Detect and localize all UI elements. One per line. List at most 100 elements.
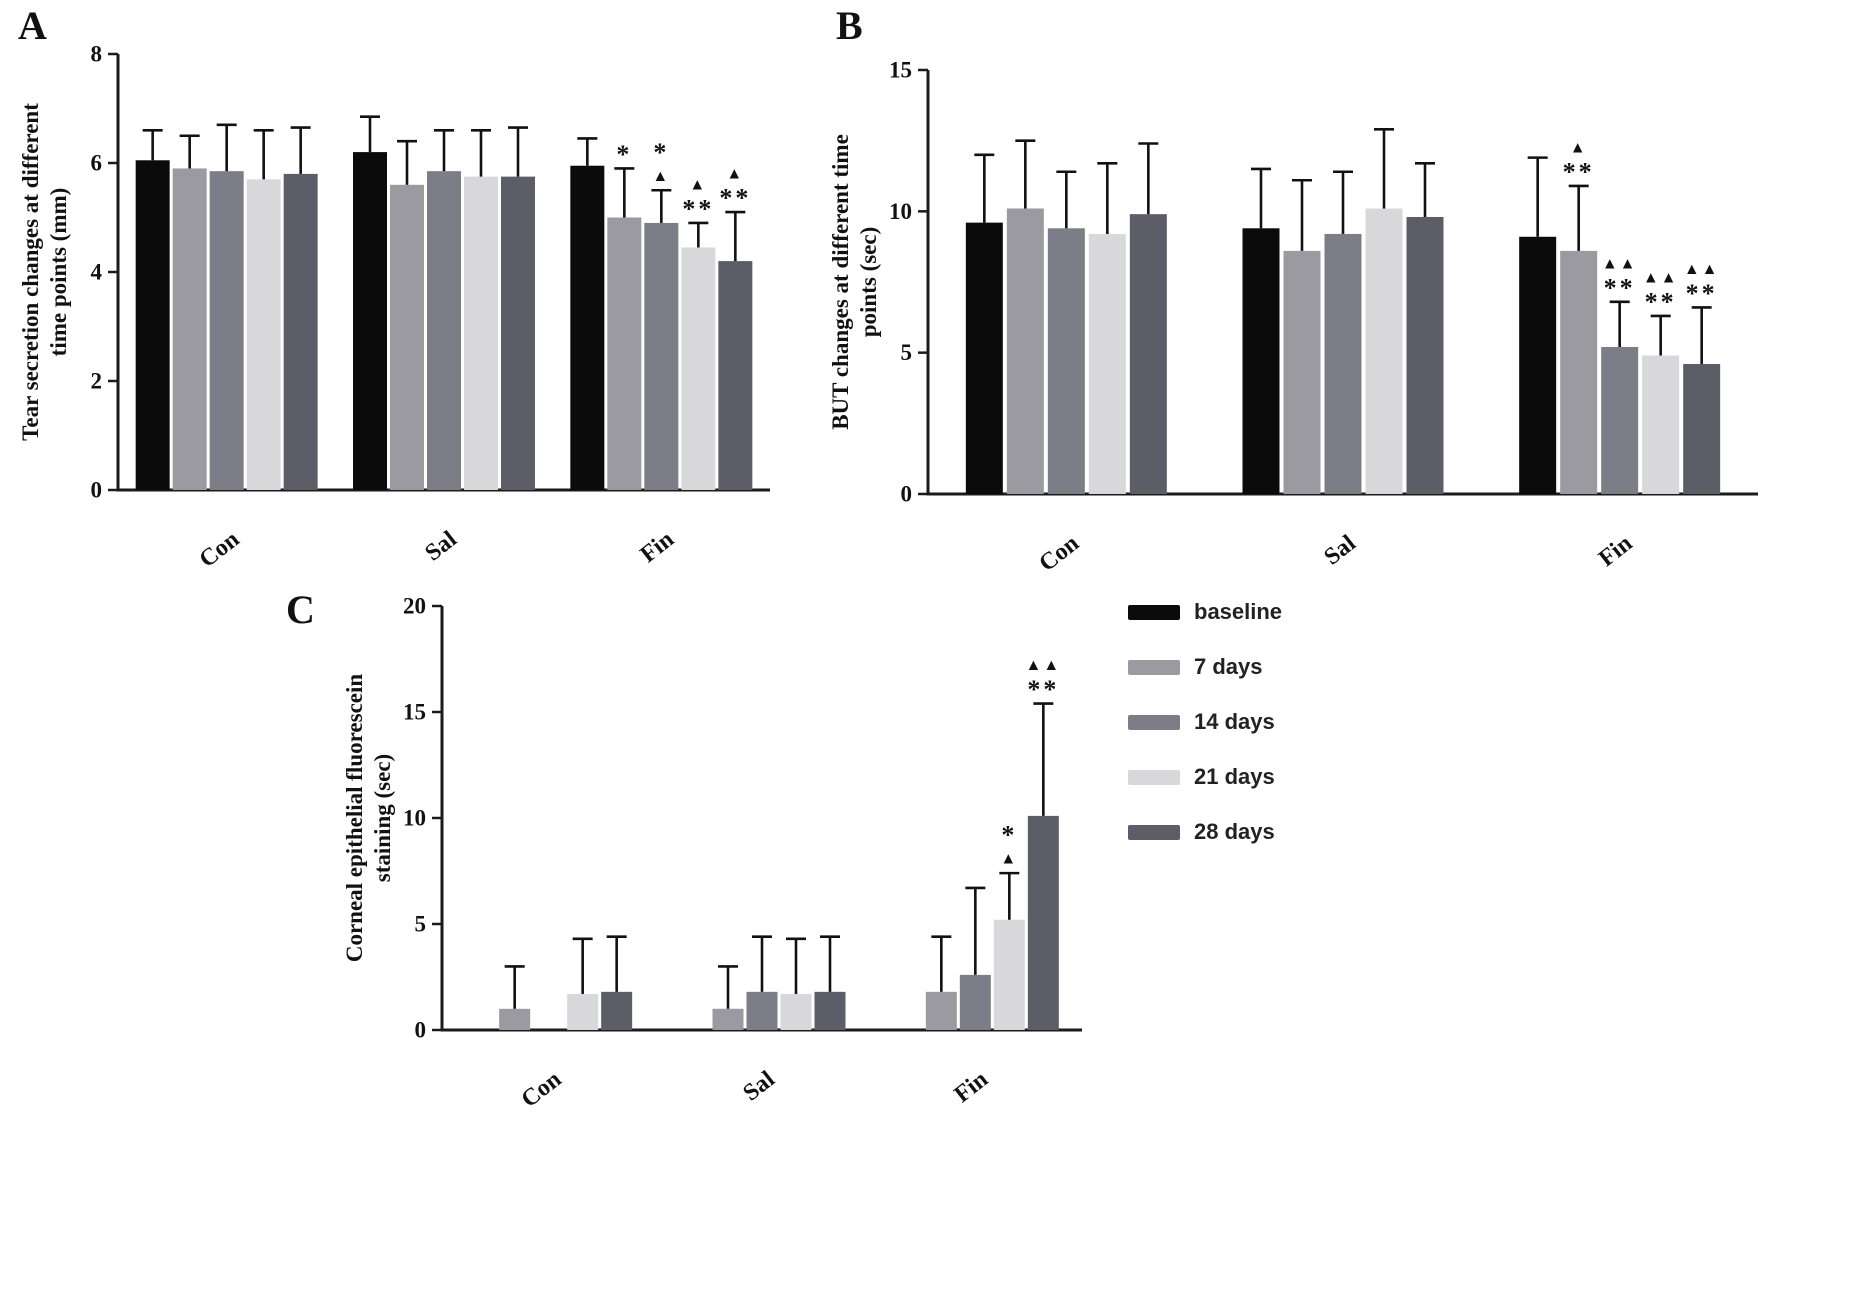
significance-marker: ** [1645,287,1677,316]
significance-marker: * [653,138,669,167]
bar [570,165,605,490]
bar [644,222,679,490]
x-category-label: Con [1034,530,1084,577]
legend-swatch [1128,659,1180,675]
panel-c: 0 5 10 15 20 Corneal epithelial fluorescein st… [272,588,1112,1148]
significance-marker: ▲ [652,168,670,185]
x-category-label: Con [195,526,245,573]
bar [209,171,244,491]
legend-label: 14 days [1194,709,1275,734]
bar [1006,208,1044,495]
y-tick-label: 15 [889,58,912,83]
legend-item: 28 days [1128,819,1282,844]
y-tick-label: 5 [415,912,427,937]
legend-swatch [1128,824,1180,840]
y-axis-title-line1: BUT changes at different time [828,134,853,430]
bar [390,184,424,491]
significance-marker: ** [1563,157,1595,186]
bar [172,168,207,490]
legend-item: baseline [1128,599,1283,624]
y-tick-label: 10 [403,806,426,831]
bar [607,217,642,490]
bar [718,261,753,490]
bar [1365,208,1403,495]
bar [959,974,991,1030]
bar [1560,250,1598,494]
legend-item: 21 days [1128,764,1282,789]
legend-item: 7 days [1128,654,1282,679]
y-tick-label: 0 [901,482,913,507]
y-tick-label: 0 [91,478,103,503]
chart-c-svg: 0 5 10 15 20 Corneal epithelial fluorescein st… [342,594,1082,1113]
significance-marker: ** [719,184,751,213]
y-tick-label: 0 [415,1018,427,1043]
bar [965,222,1003,494]
significance-marker: ** [1604,273,1636,302]
panel-a: 0 2 4 6 8 Tear secretion changes at different… [8,4,818,586]
x-category-label: Fin [950,1066,993,1108]
bar [135,160,170,490]
y-axis-title-line1: Tear secretion changes at different [18,103,43,441]
legend-label: 28 days [1194,819,1275,844]
bar [1601,347,1639,494]
y-tick-label: 4 [91,260,103,285]
significance-marker: ▲ [1570,139,1588,156]
bar [567,993,599,1030]
significance-marker: ▲ [726,166,744,183]
bar [1242,228,1280,494]
bar [246,179,281,490]
legend-label: 21 days [1194,764,1275,789]
panel-a-label: A [18,3,47,48]
x-category-label: Sal [420,526,461,566]
legend-swatch [1128,714,1180,730]
panel-b: 0 5 10 15 BUT changes at different time point… [828,4,1863,586]
legend-swatch [1128,769,1180,785]
y-tick-label: 6 [91,151,103,176]
bar [283,173,318,490]
bar [1324,233,1362,495]
y-axis-title-line2: staining (sec) [370,754,395,882]
bar [464,176,498,490]
y-axis-title-line2: time points (mm) [46,188,71,357]
y-tick-label: 2 [91,369,103,394]
x-category-label: Sal [1319,530,1360,570]
significance-marker: ▲▲ [1684,261,1720,278]
y-tick-label: 8 [91,42,103,67]
y-tick-label: 20 [403,594,426,619]
x-category-label: Fin [1594,530,1637,572]
legend-swatch [1128,604,1180,620]
bar [1129,214,1167,494]
panel-b-label: B [836,3,863,48]
bar [814,991,846,1030]
chart-a-svg: 0 2 4 6 8 Tear secretion changes at different… [18,42,770,573]
bar [1027,815,1059,1030]
y-tick-label: 10 [889,199,912,224]
legend-label: baseline [1194,599,1283,624]
bar [499,1008,531,1030]
significance-marker: ▲▲ [1643,269,1679,286]
bar [681,247,716,490]
y-tick-label: 5 [901,340,913,365]
significance-marker: ▲▲ [1025,657,1061,674]
bar [353,152,387,490]
x-category-label: Sal [738,1066,779,1106]
y-axis-title-line1: Corneal epithelial fluorescein [342,674,367,963]
significance-marker: ** [682,194,714,223]
bar [746,991,778,1030]
bar [427,171,461,491]
significance-marker: * [1001,821,1017,850]
significance-marker: * [616,140,632,169]
y-tick-label: 15 [403,700,426,725]
bar [1519,236,1557,495]
bar [712,1008,744,1030]
significance-marker: ▲ [689,176,707,193]
y-axis-title-line2: points (sec) [856,227,881,338]
bar [993,919,1025,1030]
significance-marker: ** [1686,279,1718,308]
bar [1283,250,1321,494]
bar [780,993,812,1030]
significance-marker: ** [1027,675,1059,704]
x-category-label: Fin [636,526,679,568]
bar [1683,363,1721,494]
bar [501,176,535,490]
